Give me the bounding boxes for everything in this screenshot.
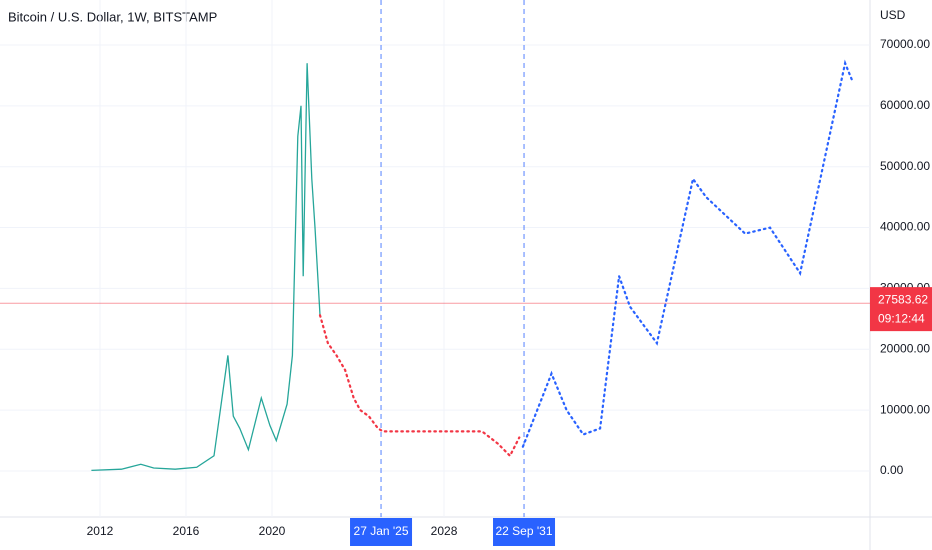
x-tick-label: 2020 xyxy=(259,524,286,538)
currency: USD xyxy=(880,8,906,22)
date-marker-label: 27 Jan '25 xyxy=(354,524,409,538)
price-tag xyxy=(870,287,932,332)
price-line xyxy=(91,63,321,472)
y-tick-label: 60000.00 xyxy=(880,98,930,112)
y-tick-label: 70000.00 xyxy=(880,37,930,51)
price-tag-countdown: 09:12:44 xyxy=(878,311,925,325)
price-line xyxy=(521,59,854,448)
y-tick-label: 40000.00 xyxy=(880,220,930,234)
date-marker-box xyxy=(493,518,556,546)
y-tick-label: 10000.00 xyxy=(880,402,930,416)
x-tick-label: 2016 xyxy=(173,524,200,538)
y-tick-label: 50000.00 xyxy=(880,159,930,173)
price-line xyxy=(318,314,521,458)
y-tick-label: 0.00 xyxy=(880,463,904,477)
price-tag-value: 27583.62 xyxy=(878,292,928,306)
y-tick-label: 20000.00 xyxy=(880,341,930,355)
date-marker-box xyxy=(350,518,413,546)
x-tick-label: 2012 xyxy=(87,524,114,538)
date-marker-label: 22 Sep '31 xyxy=(496,524,553,538)
chart-title: Bitcoin / U.S. Dollar, 1W, BITSTAMP xyxy=(8,9,217,24)
x-tick-label: 2028 xyxy=(431,524,458,538)
